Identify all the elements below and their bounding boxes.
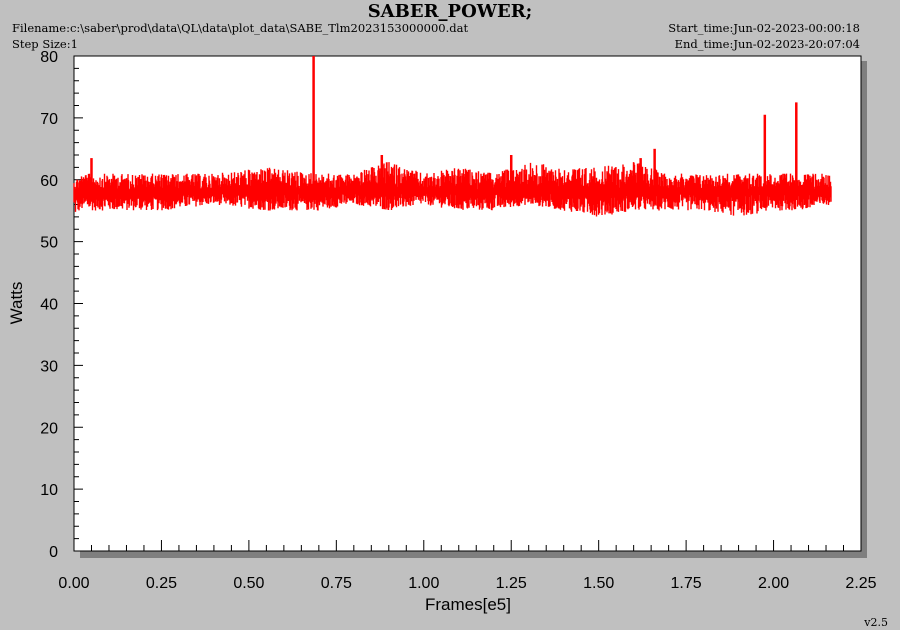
x-tick-label: 1.75 bbox=[671, 575, 702, 592]
y-tick-label: 10 bbox=[40, 482, 58, 499]
chart-title: SABER_POWER; bbox=[367, 1, 533, 22]
version-label: v2.5 bbox=[864, 616, 888, 629]
x-tick-label: 2.25 bbox=[845, 575, 876, 592]
y-tick-label: 20 bbox=[40, 420, 58, 437]
x-tick-label: 1.00 bbox=[408, 575, 439, 592]
y-tick-label: 80 bbox=[40, 49, 58, 66]
end-time-text: End_time:Jun-02-2023-20:07:04 bbox=[674, 37, 860, 51]
y-tick-label: 30 bbox=[40, 358, 58, 375]
x-tick-label: 2.00 bbox=[758, 575, 789, 592]
axis-labels: 0 10 20 30 40 50 60 70 80 0.00 0.25 0.50 0.75 1.00 1.2… bbox=[40, 49, 876, 592]
y-tick-label: 60 bbox=[40, 173, 58, 190]
x-axis-label: Frames[e5] bbox=[425, 595, 511, 614]
step-size-text: Step Size:1 bbox=[12, 37, 78, 51]
x-tick-label: 0.00 bbox=[58, 575, 89, 592]
y-tick-label: 50 bbox=[40, 235, 58, 252]
x-tick-label: 0.50 bbox=[233, 575, 264, 592]
filename-text: Filename:c:\saber\prod\data\QL\data\plot… bbox=[12, 21, 469, 35]
axis-ticks bbox=[73, 55, 862, 552]
x-tick-label: 0.75 bbox=[321, 575, 352, 592]
y-axis-label: Watts bbox=[7, 282, 26, 325]
series-band bbox=[73, 162, 832, 217]
start-time-text: Start_time:Jun-02-2023-00:00:18 bbox=[668, 21, 860, 35]
plot-area bbox=[73, 55, 862, 552]
series-power bbox=[73, 56, 832, 217]
y-tick-label: 40 bbox=[40, 297, 58, 314]
x-tick-label: 1.25 bbox=[496, 575, 527, 592]
x-tick-label: 0.25 bbox=[146, 575, 177, 592]
y-tick-label: 70 bbox=[40, 111, 58, 128]
x-tick-label: 1.50 bbox=[583, 575, 614, 592]
y-tick-label: 0 bbox=[49, 544, 58, 561]
